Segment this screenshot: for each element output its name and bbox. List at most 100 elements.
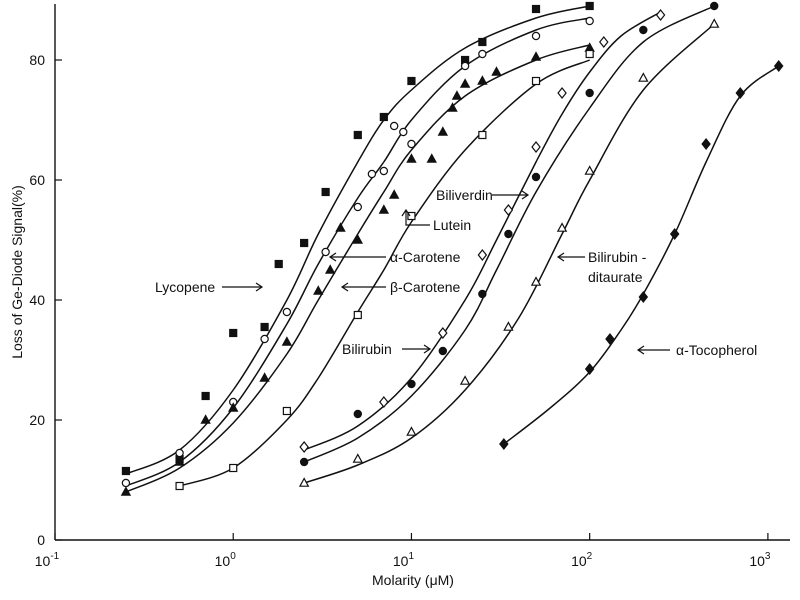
point-lycopene <box>121 466 131 476</box>
point-bilirubin <box>557 87 567 99</box>
point-beta-carotene <box>324 264 336 274</box>
curve-beta-carotene <box>125 44 590 493</box>
curve-alpha-tocopherol <box>503 65 780 445</box>
point-bilirubin-ditaurate <box>298 477 310 487</box>
point-alpha-tocopherol <box>735 87 746 99</box>
curve-biliverdin <box>303 5 715 463</box>
curve-bilirubin-ditaurate <box>303 23 715 484</box>
y-axis-ticks: 0 20 40 60 80 <box>29 52 62 548</box>
point-bilirubin-ditaurate <box>352 453 364 463</box>
point-beta-carotene <box>426 153 437 163</box>
point-biliverdin <box>438 346 448 356</box>
label-alpha-tocopherol: α-Tocopherol <box>676 342 757 358</box>
point-biliverdin <box>585 88 594 98</box>
point-beta-carotene <box>174 456 185 466</box>
point-alpha-carotene <box>399 127 408 137</box>
point-beta-carotene <box>477 75 488 85</box>
point-beta-carotene <box>352 234 364 244</box>
label-alpha-carotene: α-Carotene <box>390 249 461 265</box>
arrow-bilirubin <box>402 344 432 354</box>
point-lutein <box>353 310 362 320</box>
point-lycopene <box>379 112 388 122</box>
point-alpha-carotene <box>175 448 184 458</box>
point-beta-carotene <box>451 90 463 100</box>
point-lycopene <box>478 37 487 47</box>
point-biliverdin <box>710 1 719 11</box>
point-lycopene <box>300 238 309 248</box>
point-bilirubin-ditaurate <box>459 375 471 385</box>
point-biliverdin <box>478 289 487 299</box>
point-bilirubin <box>531 141 541 153</box>
point-alpha-tocopherol <box>605 333 615 345</box>
point-biliverdin <box>504 229 513 239</box>
point-alpha-tocopherol <box>638 291 649 303</box>
y-tick-label: 40 <box>29 292 45 308</box>
label-biliverdin: Biliverdin <box>436 187 493 203</box>
point-biliverdin <box>407 379 416 389</box>
arrow-lycopene <box>222 282 264 292</box>
point-lycopene <box>531 4 541 14</box>
arrow-alpha-carotene <box>328 252 386 262</box>
point-lycopene <box>274 259 283 269</box>
y-tick-label: 80 <box>29 52 45 68</box>
point-bilirubin-ditaurate <box>638 72 649 82</box>
point-beta-carotene <box>491 66 502 76</box>
data-markers <box>120 1 784 496</box>
point-beta-carotene <box>259 372 270 382</box>
point-bilirubin <box>477 249 488 261</box>
point-alpha-tocopherol <box>701 138 711 150</box>
x-tick-label: 102 <box>571 551 593 569</box>
point-beta-carotene <box>459 78 471 88</box>
point-beta-carotene <box>447 102 458 112</box>
point-biliverdin <box>639 25 648 35</box>
point-lutein <box>282 406 291 416</box>
point-alpha-tocopherol <box>669 228 680 240</box>
x-tick-label: 103 <box>749 551 771 569</box>
point-beta-carotene <box>530 51 542 61</box>
label-lutein: Lutein <box>433 217 471 233</box>
x-axis-title: Molarity (μM) <box>372 572 454 588</box>
point-alpha-tocopherol <box>773 60 784 72</box>
label-bilirubin-ditaurate-1: Bilirubin - <box>588 249 647 265</box>
point-alpha-carotene <box>260 334 269 344</box>
point-lycopene <box>229 328 238 338</box>
arrow-alpha-tocopherol <box>636 345 670 355</box>
y-axis-title: Loss of Ge-Diode Signal(%) <box>9 185 25 359</box>
point-beta-carotene <box>437 126 449 136</box>
point-alpha-carotene <box>389 121 399 131</box>
point-bilirubin <box>438 327 448 339</box>
point-biliverdin <box>299 457 309 467</box>
x-tick-label: 100 <box>215 551 237 569</box>
arrow-biliverdin <box>492 190 530 200</box>
annotation-arrows <box>222 190 670 355</box>
point-lycopene <box>201 391 210 401</box>
point-alpha-carotene <box>585 16 594 26</box>
point-lutein <box>531 76 541 86</box>
point-bilirubin-ditaurate <box>530 276 542 286</box>
point-lycopene <box>585 1 594 11</box>
point-alpha-carotene <box>460 61 470 71</box>
arrow-lutein <box>401 208 430 226</box>
point-bilirubin-ditaurate <box>503 321 514 331</box>
point-alpha-carotene <box>367 169 377 179</box>
point-lycopene <box>321 187 330 197</box>
point-bilirubin <box>379 396 389 408</box>
point-beta-carotene <box>388 189 400 199</box>
label-bilirubin: Bilirubin <box>342 341 392 357</box>
point-lycopene <box>260 322 269 332</box>
x-tick-label: 10-1 <box>35 551 60 569</box>
point-alpha-carotene <box>478 49 487 59</box>
point-lutein <box>407 211 416 221</box>
point-alpha-carotene <box>121 478 131 488</box>
label-lycopene: Lycopene <box>155 279 215 295</box>
point-alpha-carotene <box>282 307 292 317</box>
y-tick-label: 0 <box>37 532 45 548</box>
point-alpha-carotene <box>407 139 416 149</box>
point-lutein <box>175 481 184 491</box>
point-beta-carotene <box>120 486 132 496</box>
label-beta-carotene: β-Carotene <box>390 279 461 295</box>
point-alpha-tocopherol <box>499 438 509 450</box>
point-lycopene <box>353 130 362 140</box>
point-beta-carotene <box>281 336 293 346</box>
